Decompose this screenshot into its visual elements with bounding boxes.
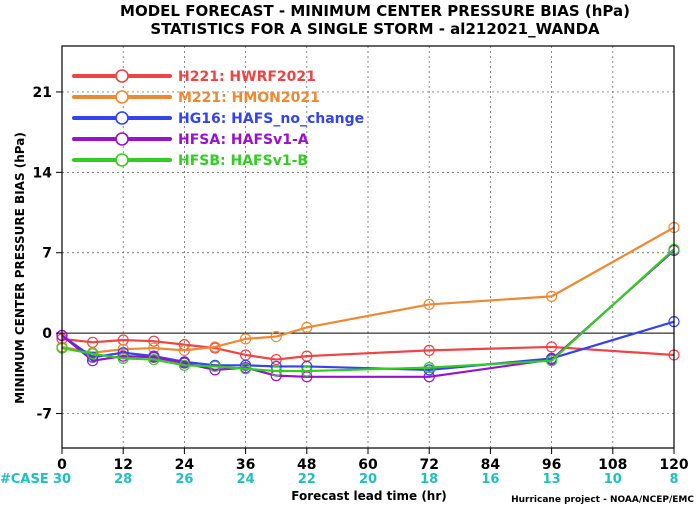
y-tick-label: 7 xyxy=(42,246,52,262)
series-layer xyxy=(56,221,680,383)
legend-marker xyxy=(115,111,129,125)
series-point xyxy=(148,342,160,354)
x-tick-label: 36 xyxy=(236,457,255,473)
case-count: 20 xyxy=(359,472,377,487)
series-point xyxy=(301,321,313,333)
case-count: 8 xyxy=(669,472,678,487)
series-point xyxy=(148,335,160,347)
series-point xyxy=(117,352,129,365)
y-tick-label: -7 xyxy=(36,407,52,423)
series-point xyxy=(545,341,558,353)
case-count: 16 xyxy=(481,472,499,487)
legend-label: HFSA: HAFSv1-A xyxy=(178,132,309,148)
y-axis-label: MINIMUM CENTER PRESSURE BIAS (hPa) xyxy=(13,132,27,404)
credit-text: Hurricane project - NOAA/NCEP/EMC xyxy=(511,495,694,505)
series-point xyxy=(240,333,252,345)
legend-label: HFSB: HAFSv1-B xyxy=(178,153,308,169)
series-point xyxy=(301,365,313,377)
legend-label: H221: HWRF2021 xyxy=(178,69,316,85)
x-tick-label: 108 xyxy=(598,457,627,473)
case-count: 26 xyxy=(175,472,193,487)
series-point xyxy=(209,360,221,373)
series-point xyxy=(423,362,435,374)
series-point xyxy=(178,344,190,356)
chart-title: MODEL FORECAST - MINIMUM CENTER PRESSURE… xyxy=(120,2,630,20)
legend-marker xyxy=(115,132,129,146)
case-count: 18 xyxy=(420,472,438,487)
series-point xyxy=(117,334,129,346)
legend-label: HG16: HAFS_no_change xyxy=(178,111,364,127)
series-point xyxy=(270,353,282,366)
y-tick-label: 0 xyxy=(42,326,52,342)
series-point xyxy=(209,364,221,376)
case-counts: 30 28 26 24 22 20 18 16 13 10 8 xyxy=(53,472,679,487)
case-count: 28 xyxy=(114,472,132,487)
series-point xyxy=(270,365,282,377)
x-axis-label: Forecast lead time (hr) xyxy=(291,489,447,503)
legend-marker xyxy=(115,90,129,104)
x-tick-label: 24 xyxy=(175,457,195,473)
series-point xyxy=(545,290,558,302)
legend: H221: HWRF2021 M221: HMON2021 HG16: HAFS_n… xyxy=(72,69,364,169)
series-point xyxy=(86,348,99,360)
x-tick-label: 84 xyxy=(481,457,501,473)
y-tick-label: 14 xyxy=(33,165,53,181)
case-count: 30 xyxy=(53,472,71,487)
series-point xyxy=(148,353,160,366)
legend-marker xyxy=(115,153,129,167)
series-point xyxy=(86,355,99,367)
series-point xyxy=(178,359,190,371)
x-tick-label: 0 xyxy=(57,457,67,473)
x-tick-label: 60 xyxy=(358,457,378,473)
series-point xyxy=(240,363,252,375)
case-count: 24 xyxy=(237,472,255,487)
grid xyxy=(62,46,674,448)
series-point xyxy=(117,343,129,355)
y-tick-label: 21 xyxy=(33,85,52,101)
series-point xyxy=(545,355,558,367)
x-tick-label: 120 xyxy=(659,457,688,473)
series-point xyxy=(270,330,282,343)
series-point xyxy=(423,371,435,383)
series-point xyxy=(423,298,435,311)
x-tick-label: 12 xyxy=(113,457,132,473)
x-tick-label: 96 xyxy=(542,457,561,473)
case-count: 22 xyxy=(298,472,316,487)
case-label: #CASE xyxy=(0,472,49,487)
chart-subtitle: STATISTICS FOR A SINGLE STORM - al212021… xyxy=(150,20,600,38)
legend-marker xyxy=(115,69,129,83)
case-count: 10 xyxy=(604,472,622,487)
case-count: 13 xyxy=(543,472,561,487)
x-tick-label: 72 xyxy=(419,457,438,473)
legend-label: M221: HMON2021 xyxy=(178,90,320,106)
x-tick-label: 48 xyxy=(297,457,316,473)
series-point xyxy=(209,341,221,353)
series-point xyxy=(423,344,435,356)
axis-ticks: 0 12 24 36 48 60 72 84 96 108 120 -7 0 7 14 21 xyxy=(33,85,689,473)
